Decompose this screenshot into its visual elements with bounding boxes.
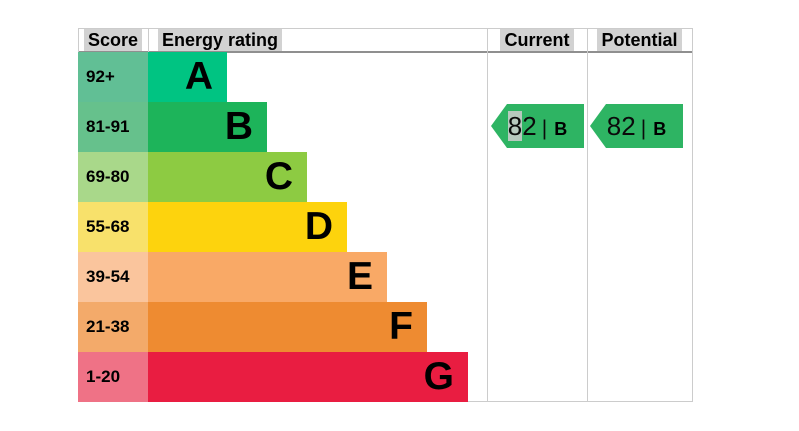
band-f-bar: F — [148, 302, 427, 352]
band-g-range-label: 1-20 — [86, 367, 121, 386]
current-score-highlighted-digit: 8 — [507, 111, 523, 141]
current-band-letter: B — [554, 119, 568, 139]
band-b-range-label: 81-91 — [86, 117, 130, 136]
column-divider-potential — [587, 28, 588, 402]
band-c-score-range: 69-80 — [78, 152, 148, 202]
table-top-border — [78, 28, 693, 29]
current-rating-arrow: 82 | B — [491, 104, 584, 148]
current-header-label: Current — [500, 29, 574, 51]
current-rating-text: 82 | B — [491, 104, 584, 148]
band-c-range-label: 69-80 — [86, 167, 130, 186]
table-right-border — [692, 28, 693, 402]
potential-rating-arrow: 82 | B — [590, 104, 683, 148]
score-band-separator: | — [640, 117, 647, 140]
band-e-score-range: 39-54 — [78, 252, 148, 302]
band-a-score-range: 92+ — [78, 52, 148, 102]
potential-rating-text: 82 | B — [590, 104, 683, 148]
band-f-letter: F — [389, 305, 413, 348]
potential-header-label: Potential — [597, 29, 682, 51]
band-b-letter: B — [224, 105, 253, 148]
band-c-bar: C — [148, 152, 307, 202]
band-d-letter: D — [304, 205, 333, 248]
potential-score-value: 82 — [606, 111, 636, 141]
band-g-letter: G — [423, 355, 454, 398]
column-divider-current — [487, 28, 488, 402]
band-e-range-label: 39-54 — [86, 267, 130, 286]
left-arrow-shape — [590, 104, 683, 148]
band-g-bar: G — [148, 352, 468, 402]
potential-band-letter: B — [653, 119, 667, 139]
score-band-separator: | — [541, 117, 548, 140]
header-divider-score — [148, 28, 149, 52]
potential-column-header: Potential — [587, 28, 692, 52]
band-g-score-range: 1-20 — [78, 352, 148, 402]
band-c-letter: C — [264, 155, 293, 198]
band-f-range-label: 21-38 — [86, 317, 130, 336]
header-underline — [78, 51, 693, 53]
band-a-letter: A — [184, 55, 213, 98]
score-column-header: Score — [78, 28, 148, 52]
current-column-header: Current — [487, 28, 587, 52]
score-header-label: Score — [83, 29, 143, 51]
band-d-range-label: 55-68 — [86, 217, 130, 236]
band-e-letter: E — [346, 255, 373, 298]
header-divider-left — [78, 28, 79, 52]
current-score-value: 82 — [507, 111, 537, 141]
band-e-bar: E — [148, 252, 387, 302]
energy-rating-header-label: Energy rating — [158, 29, 283, 51]
band-f-score-range: 21-38 — [78, 302, 148, 352]
band-d-score-range: 55-68 — [78, 202, 148, 252]
band-b-score-range: 81-91 — [78, 102, 148, 152]
band-b-bar: B — [148, 102, 267, 152]
band-d-bar: D — [148, 202, 347, 252]
band-a-bar: A — [148, 52, 227, 102]
band-a-range-label: 92+ — [86, 67, 115, 86]
energy-rating-column-header: Energy rating — [148, 28, 487, 52]
